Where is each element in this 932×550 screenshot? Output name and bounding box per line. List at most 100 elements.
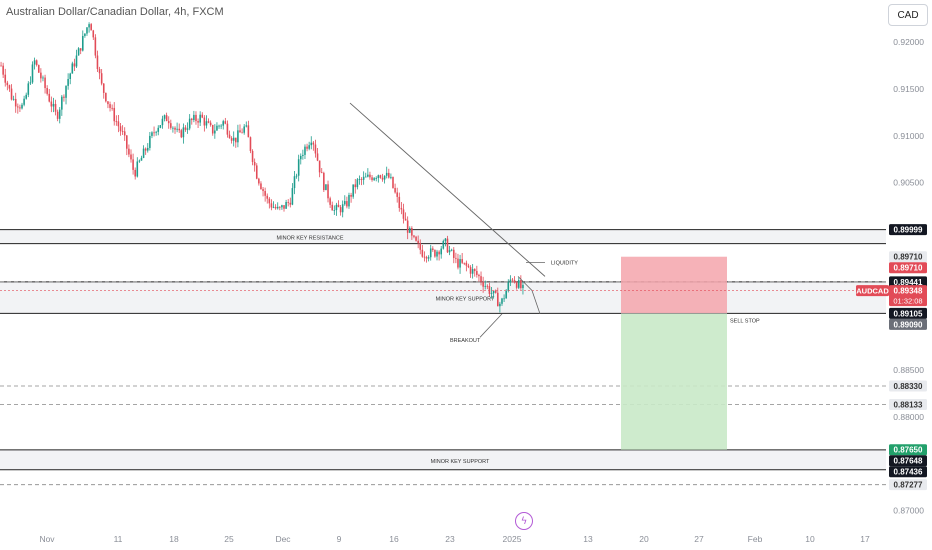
- candle-body: [237, 130, 239, 143]
- candle-body: [40, 72, 42, 79]
- candle-body: [149, 135, 151, 148]
- candle-body: [218, 125, 220, 127]
- candle-body: [121, 131, 124, 132]
- candle-body: [478, 274, 480, 277]
- candle-body: [325, 184, 327, 191]
- y-tick-label: 0.92000: [893, 37, 924, 47]
- breakout-label: BREAKOUT: [450, 338, 481, 344]
- candle-body: [354, 184, 357, 188]
- candle-body: [119, 126, 122, 132]
- candle-body: [304, 146, 306, 155]
- candle-body: [362, 176, 365, 180]
- candle-body: [128, 148, 130, 155]
- candle-body: [197, 121, 199, 123]
- candle-body: [390, 176, 392, 178]
- candle-body: [339, 207, 342, 213]
- candle-body: [251, 150, 254, 162]
- y-tick-label: 0.91500: [893, 84, 924, 94]
- candle-body: [201, 114, 204, 118]
- candle-body: [88, 24, 90, 28]
- candle-body: [207, 121, 210, 123]
- candle-body: [285, 201, 287, 209]
- candle-body: [123, 131, 126, 136]
- candle-body: [402, 209, 405, 219]
- price-badge: [889, 224, 927, 236]
- candle-body: [297, 159, 300, 176]
- price-badge: [889, 307, 927, 319]
- candle-body: [314, 144, 317, 154]
- candle-body: [142, 148, 145, 158]
- candle-body: [203, 117, 206, 126]
- candle-body: [214, 130, 216, 134]
- candle-body: [383, 175, 386, 180]
- candle-body: [335, 204, 338, 211]
- candle-body: [276, 206, 279, 209]
- y-tick-label: 0.87000: [893, 506, 924, 516]
- candle-body: [268, 198, 271, 204]
- candle-body: [258, 178, 260, 184]
- candle-body: [243, 126, 245, 133]
- candle-body: [27, 83, 30, 95]
- candle-body: [105, 92, 107, 102]
- candle-body: [56, 111, 59, 119]
- candle-body: [442, 241, 445, 249]
- candle-body: [299, 155, 302, 160]
- candle-body: [228, 134, 231, 139]
- candle-body: [517, 279, 520, 288]
- candle-body: [17, 106, 19, 108]
- candle-body: [96, 55, 99, 70]
- candle-body: [492, 290, 495, 294]
- currency-button[interactable]: CAD: [888, 4, 928, 26]
- candle-body: [333, 210, 336, 211]
- price-badge: [889, 276, 927, 288]
- candle-body: [54, 103, 57, 112]
- candle-body: [444, 238, 447, 242]
- candle-body: [438, 251, 440, 255]
- candle-body: [157, 127, 160, 132]
- candle-body: [216, 125, 218, 131]
- candle-body: [111, 107, 113, 109]
- candle-body: [369, 174, 371, 178]
- candle-body: [356, 179, 359, 188]
- trendline-layer: [349, 102, 546, 277]
- position-layer: [621, 256, 727, 450]
- candle-body: [272, 206, 275, 208]
- candle-body: [436, 251, 438, 257]
- candle-body: [230, 138, 233, 141]
- price-badge-label: 0.89999: [894, 226, 923, 235]
- price-badge: [889, 398, 927, 410]
- price-badge: [889, 444, 927, 456]
- candle-body: [107, 101, 109, 105]
- candle-body: [113, 107, 116, 122]
- candle-body: [132, 159, 134, 170]
- candle-body: [373, 178, 375, 181]
- candle-body: [126, 135, 128, 149]
- candle-body: [398, 196, 401, 208]
- candle-body: [94, 37, 97, 56]
- zone-label: MINOR KEY SUPPORT: [436, 297, 495, 303]
- candle-body: [446, 238, 449, 253]
- x-tick-label: 10: [805, 534, 815, 544]
- candle-body: [144, 148, 147, 151]
- candle-body: [159, 125, 162, 128]
- candle-body: [25, 94, 27, 99]
- y-tick-label: 0.90500: [893, 178, 924, 188]
- candle-body: [222, 121, 225, 126]
- candle-body: [226, 123, 229, 135]
- candle-body: [488, 286, 491, 294]
- candle-body: [421, 249, 424, 257]
- liquidity-label: LIQUIDITY: [551, 260, 578, 266]
- x-tick-label: 23: [445, 534, 455, 544]
- candle-body: [188, 118, 191, 129]
- price-badge: [889, 455, 927, 467]
- candle-body: [408, 228, 411, 233]
- candle-body: [455, 257, 457, 259]
- price-badge: [889, 318, 927, 330]
- candle-body: [471, 269, 474, 274]
- candle-body: [163, 115, 166, 119]
- candle-body: [138, 160, 141, 162]
- candle-body: [341, 204, 344, 213]
- candle-body: [174, 127, 176, 130]
- candle-body: [358, 179, 361, 180]
- lightning-icon[interactable]: ϟ: [515, 512, 533, 530]
